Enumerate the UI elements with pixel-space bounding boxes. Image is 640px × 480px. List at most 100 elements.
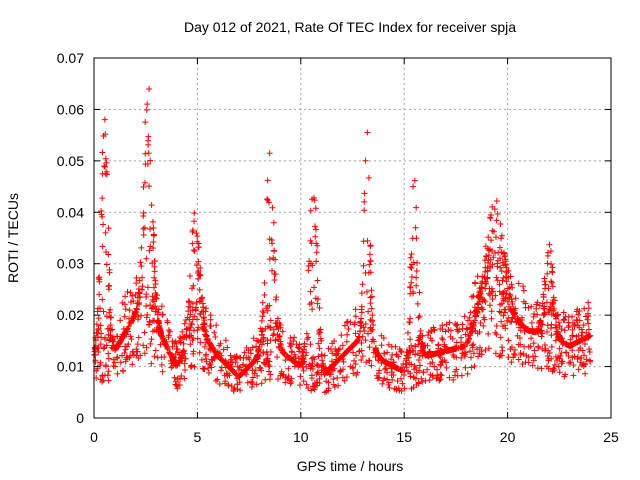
data-point	[195, 324, 202, 331]
data-point	[445, 326, 452, 333]
data-point	[505, 314, 512, 321]
data-point	[573, 333, 580, 340]
data-point	[290, 358, 297, 365]
data-point	[184, 314, 191, 321]
data-point	[124, 326, 131, 333]
data-point	[315, 353, 322, 360]
data-point	[147, 157, 154, 164]
data-point	[205, 365, 212, 372]
data-point	[563, 349, 570, 356]
data-point	[93, 321, 100, 328]
data-point	[100, 221, 107, 228]
data-point	[270, 331, 277, 338]
data-point	[490, 228, 497, 235]
data-point	[372, 346, 379, 353]
data-point	[164, 319, 171, 326]
data-point	[207, 361, 214, 368]
data-point	[472, 310, 479, 317]
data-point	[476, 298, 483, 305]
data-point	[397, 348, 404, 355]
data-point	[527, 343, 534, 350]
data-point	[471, 317, 478, 324]
data-point	[189, 300, 196, 307]
data-point	[519, 361, 526, 368]
data-point	[413, 204, 420, 211]
data-point	[218, 367, 225, 374]
data-point	[492, 329, 499, 336]
data-point	[313, 249, 320, 256]
data-point	[253, 343, 260, 350]
data-point	[195, 275, 202, 282]
x-tick-label: 25	[603, 429, 619, 445]
data-point	[385, 379, 392, 386]
data-point	[539, 345, 546, 352]
data-point	[485, 345, 492, 352]
data-point	[264, 307, 271, 314]
data-point	[181, 375, 188, 382]
data-point	[543, 328, 550, 335]
data-point	[199, 300, 206, 307]
data-point	[144, 160, 151, 167]
data-point	[394, 377, 401, 384]
data-point	[253, 353, 260, 360]
data-point	[255, 338, 262, 345]
data-point	[496, 244, 503, 251]
data-point	[350, 349, 357, 356]
data-point	[277, 338, 284, 345]
data-point	[500, 290, 507, 297]
data-point	[318, 337, 325, 344]
data-point	[482, 280, 489, 287]
data-point	[114, 333, 121, 340]
data-point	[366, 344, 373, 351]
data-point	[157, 341, 164, 348]
data-point	[118, 336, 125, 343]
data-point	[270, 219, 277, 226]
data-point	[468, 293, 475, 300]
data-point	[259, 313, 266, 320]
data-point	[540, 293, 547, 300]
data-point	[293, 341, 300, 348]
data-point	[359, 353, 366, 360]
data-point	[458, 354, 465, 361]
data-point	[102, 131, 109, 138]
data-point	[515, 280, 522, 287]
data-point	[493, 322, 500, 329]
data-point	[194, 335, 201, 342]
data-point	[360, 262, 367, 269]
data-point	[552, 315, 559, 322]
data-point	[274, 315, 281, 322]
data-point	[106, 309, 113, 316]
data-point	[499, 347, 506, 354]
data-point	[290, 337, 297, 344]
data-point	[208, 364, 215, 371]
data-point	[264, 177, 271, 184]
data-point	[566, 359, 573, 366]
data-point	[285, 365, 292, 372]
data-point	[149, 293, 156, 300]
data-point	[323, 378, 330, 385]
data-point	[475, 353, 482, 360]
y-tick-label: 0.05	[57, 153, 84, 169]
data-point	[347, 344, 354, 351]
data-point	[152, 280, 159, 287]
data-point	[268, 237, 275, 244]
data-point	[383, 365, 390, 372]
data-point	[494, 263, 501, 270]
data-point	[307, 237, 314, 244]
data-point	[193, 262, 200, 269]
data-point	[419, 339, 426, 346]
data-point	[216, 342, 223, 349]
data-point	[459, 343, 466, 350]
data-point	[151, 274, 158, 281]
data-point	[215, 353, 222, 360]
data-point	[247, 346, 254, 353]
data-point	[500, 312, 507, 319]
data-point	[531, 347, 538, 354]
data-point	[361, 198, 368, 205]
data-point	[251, 358, 258, 365]
data-point	[404, 329, 411, 336]
data-point	[567, 359, 574, 366]
data-point	[149, 260, 156, 267]
data-point	[299, 359, 306, 366]
data-point	[264, 323, 271, 330]
